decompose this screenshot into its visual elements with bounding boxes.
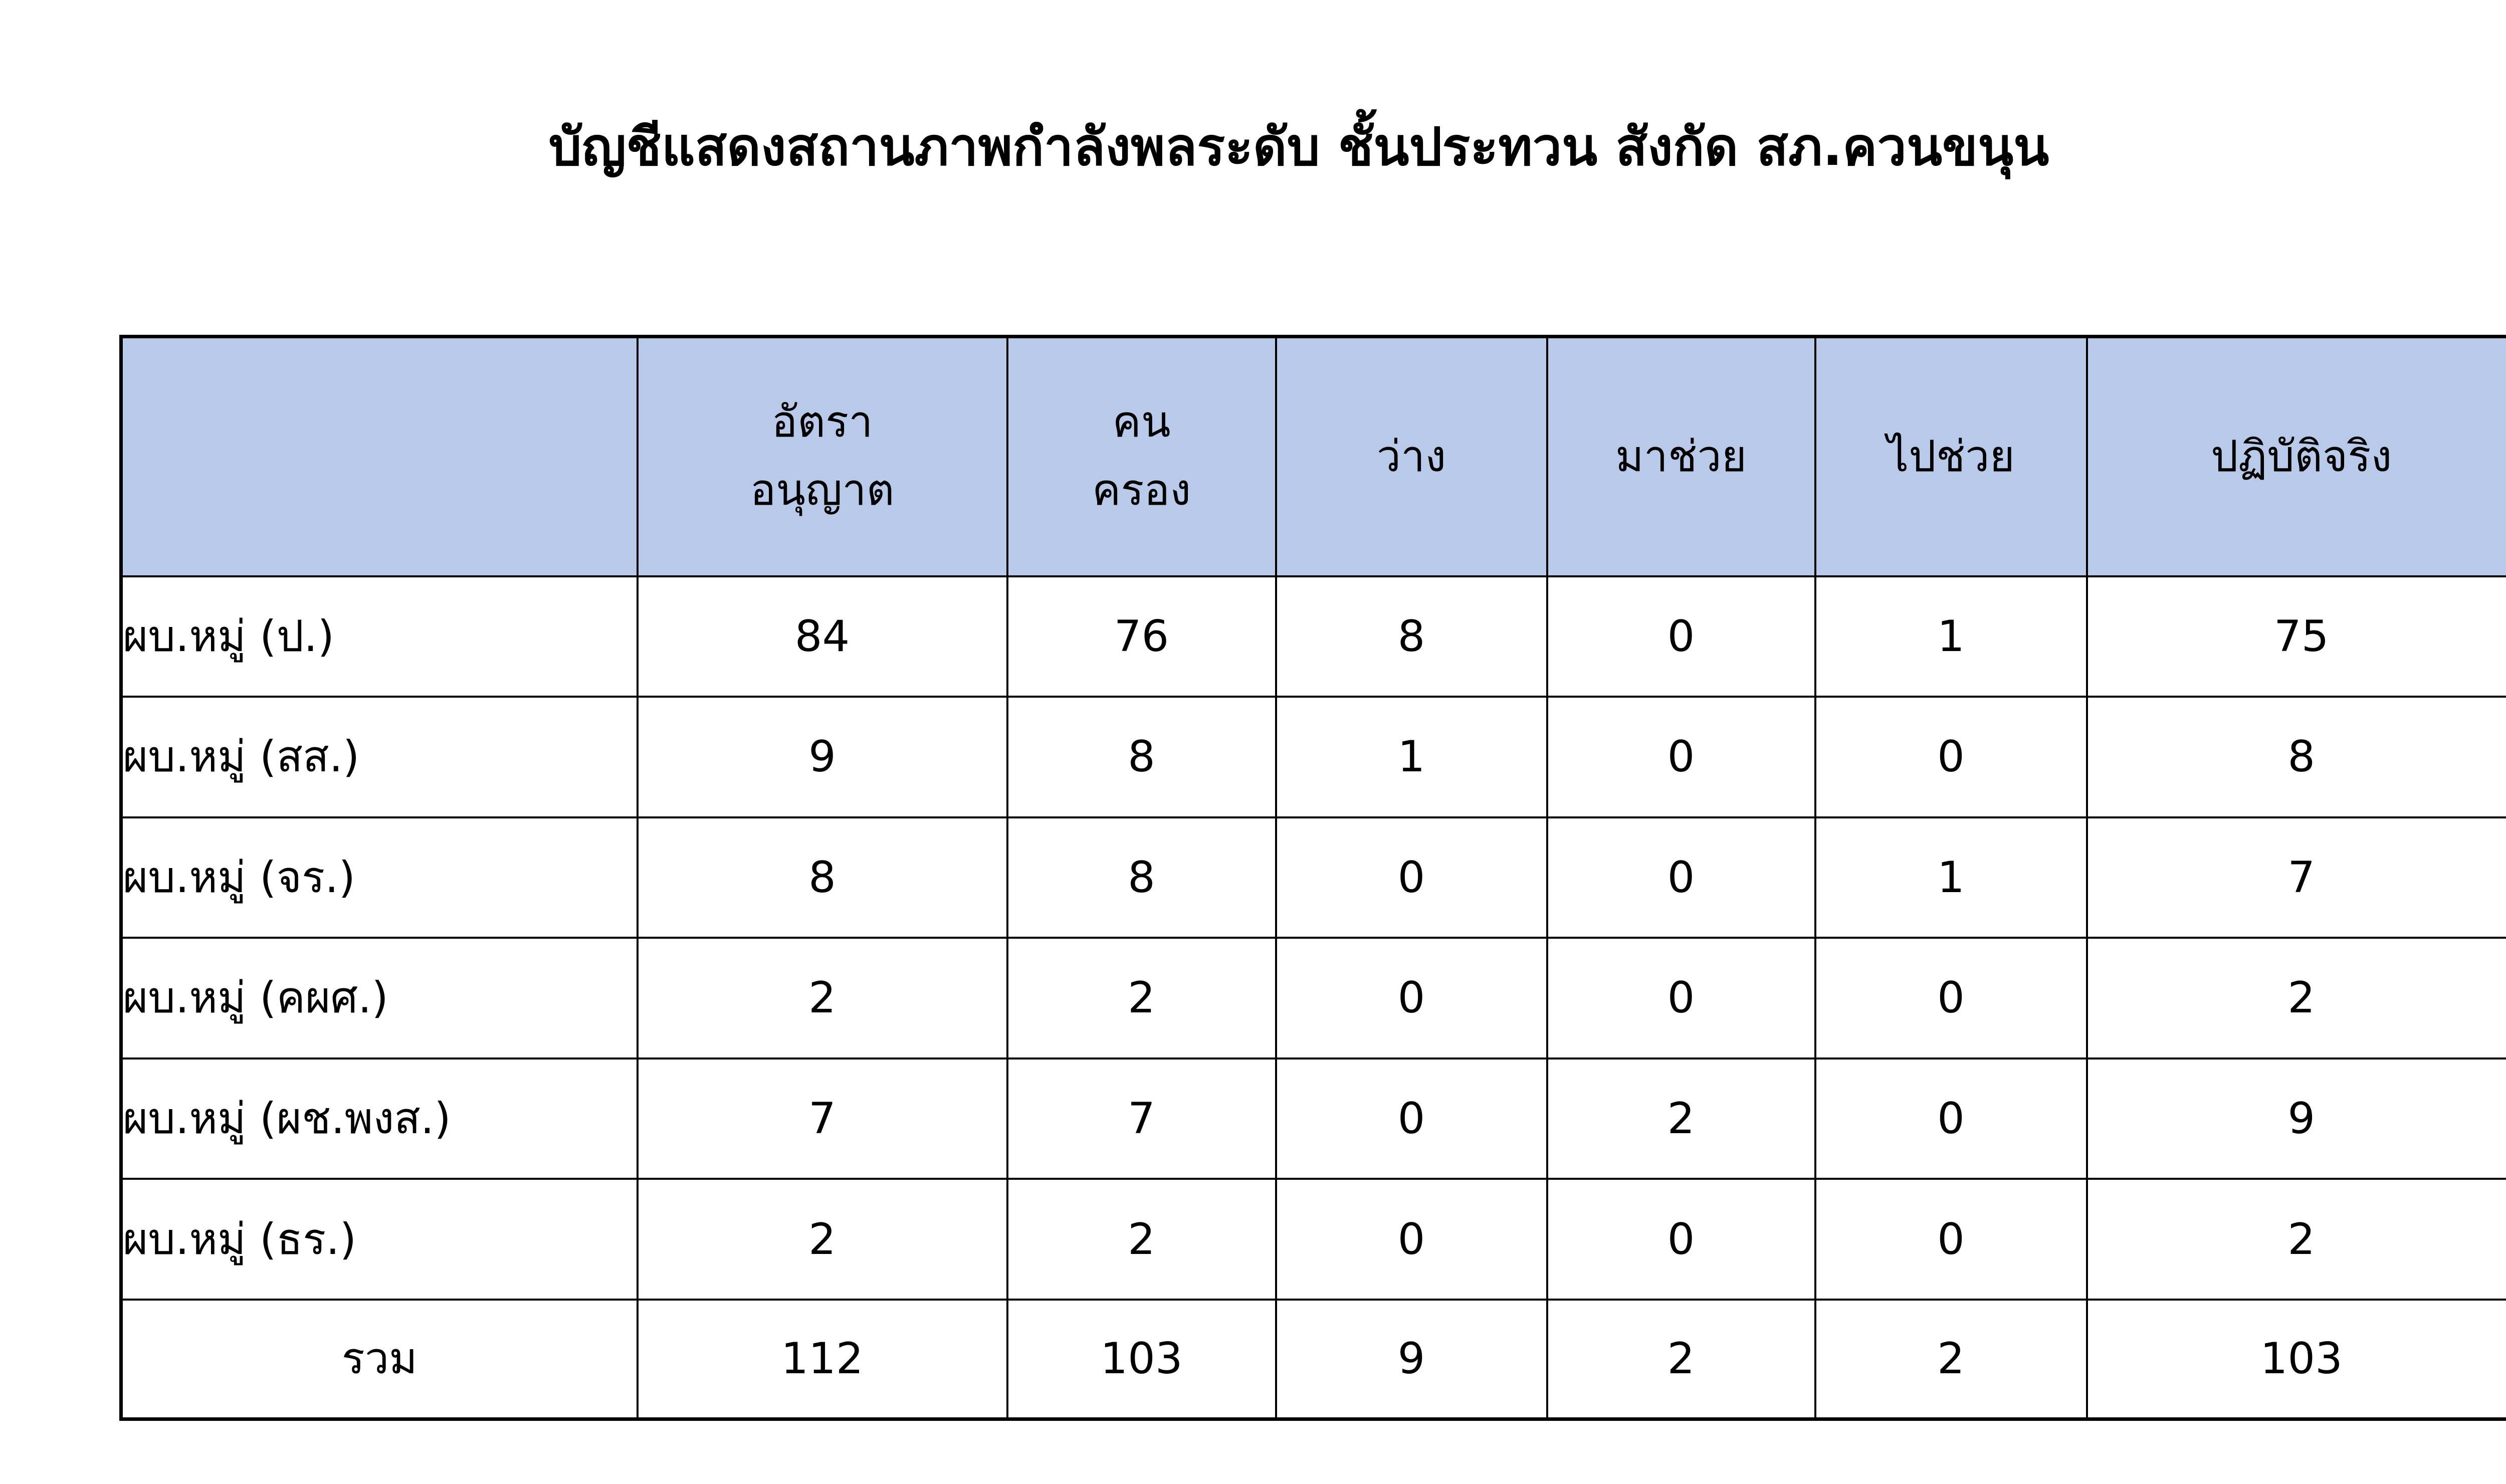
cell-vacant: 0: [1275, 1057, 1548, 1180]
table-header: อัตรา อนุญาต คน ครอง ว่าง มาช่วย ไปช่วย …: [120, 335, 2506, 577]
column-header-authorized-line2: อนุญาต: [750, 465, 895, 516]
column-header-vacant: ว่าง: [1275, 335, 1548, 577]
cell-outgoing-help: 0: [1814, 1178, 2088, 1301]
total-occupied: 103: [1006, 1298, 1277, 1420]
cell-actual-duty: 75: [2085, 575, 2506, 698]
cell-incoming-help: 0: [1546, 937, 1816, 1059]
cell-authorized: 9: [636, 696, 1008, 818]
total-incoming-help: 2: [1546, 1298, 1816, 1420]
cell-incoming-help: 2: [1546, 1057, 1816, 1180]
table-row: ผบ.หมู่ (คผศ.) 2 2 0 0 0 2: [120, 937, 2506, 1059]
table-row: ผบ.หมู่ (ป.) 84 76 8 0 1 75: [120, 575, 2506, 698]
column-header-authorized-line1: อัตรา: [771, 397, 873, 448]
cell-vacant: 8: [1275, 575, 1548, 698]
cell-authorized: 8: [636, 816, 1008, 939]
row-label: ผบ.หมู่ (ป.): [120, 575, 639, 698]
column-header-occupied-line2: ครอง: [1092, 465, 1191, 516]
table-header-row: อัตรา อนุญาต คน ครอง ว่าง มาช่วย ไปช่วย …: [120, 335, 2506, 577]
cell-actual-duty: 2: [2085, 1178, 2506, 1301]
row-label: ผบ.หมู่ (จร.): [120, 816, 639, 939]
cell-vacant: 0: [1275, 816, 1548, 939]
row-label: ผบ.หมู่ (ธร.): [120, 1178, 639, 1301]
column-header-outgoing-help: ไปช่วย: [1814, 335, 2088, 577]
table-row: ผบ.หมู่ (ผช.พงส.) 7 7 0 2 0 9: [120, 1057, 2506, 1180]
column-header-incoming-help: มาช่วย: [1546, 335, 1816, 577]
cell-outgoing-help: 0: [1814, 1057, 2088, 1180]
row-label: ผบ.หมู่ (ผช.พงส.): [120, 1057, 639, 1180]
table-row: ผบ.หมู่ (ธร.) 2 2 0 0 0 2: [120, 1178, 2506, 1301]
cell-incoming-help: 0: [1546, 816, 1816, 939]
cell-incoming-help: 0: [1546, 696, 1816, 818]
table-body: ผบ.หมู่ (ป.) 84 76 8 0 1 75 ผบ.หมู่ (สส.…: [120, 575, 2506, 1420]
cell-outgoing-help: 0: [1814, 937, 2088, 1059]
personnel-status-table: อัตรา อนุญาต คน ครอง ว่าง มาช่วย ไปช่วย …: [119, 335, 2506, 1421]
cell-actual-duty: 8: [2085, 696, 2506, 818]
cell-incoming-help: 0: [1546, 575, 1816, 698]
cell-occupied: 7: [1006, 1057, 1277, 1180]
total-authorized: 112: [636, 1298, 1008, 1420]
cell-authorized: 84: [636, 575, 1008, 698]
cell-occupied: 8: [1006, 816, 1277, 939]
cell-vacant: 0: [1275, 937, 1548, 1059]
cell-occupied: 8: [1006, 696, 1277, 818]
cell-occupied: 2: [1006, 1178, 1277, 1301]
column-header-occupied-line1: คน: [1112, 397, 1171, 448]
cell-occupied: 2: [1006, 937, 1277, 1059]
cell-incoming-help: 0: [1546, 1178, 1816, 1301]
total-vacant: 9: [1275, 1298, 1548, 1420]
personnel-status-table-wrapper: อัตรา อนุญาต คน ครอง ว่าง มาช่วย ไปช่วย …: [119, 335, 2506, 1421]
cell-outgoing-help: 1: [1814, 816, 2088, 939]
table-total-row: รวม 112 103 9 2 2 103: [120, 1298, 2506, 1420]
cell-outgoing-help: 1: [1814, 575, 2088, 698]
row-label: ผบ.หมู่ (คผศ.): [120, 937, 639, 1059]
column-header-occupied: คน ครอง: [1006, 335, 1277, 577]
cell-actual-duty: 9: [2085, 1057, 2506, 1180]
cell-authorized: 2: [636, 1178, 1008, 1301]
column-header-actual-duty: ปฏิบัติจริง: [2085, 335, 2506, 577]
cell-authorized: 7: [636, 1057, 1008, 1180]
row-label: ผบ.หมู่ (สส.): [120, 696, 639, 818]
column-header-position: [120, 335, 639, 577]
page-title: บัญชีแสดงสถานภาพกำลังพลระดับ ชั้นประทวน …: [548, 116, 2049, 177]
cell-actual-duty: 7: [2085, 816, 2506, 939]
cell-vacant: 1: [1275, 696, 1548, 818]
total-label: รวม: [120, 1298, 639, 1420]
column-header-authorized: อัตรา อนุญาต: [636, 335, 1008, 577]
total-outgoing-help: 2: [1814, 1298, 2088, 1420]
cell-vacant: 0: [1275, 1178, 1548, 1301]
table-row: ผบ.หมู่ (จร.) 8 8 0 0 1 7: [120, 816, 2506, 939]
cell-occupied: 76: [1006, 575, 1277, 698]
cell-actual-duty: 2: [2085, 937, 2506, 1059]
cell-outgoing-help: 0: [1814, 696, 2088, 818]
total-actual-duty: 103: [2085, 1298, 2506, 1420]
cell-authorized: 2: [636, 937, 1008, 1059]
table-row: ผบ.หมู่ (สส.) 9 8 1 0 0 8: [120, 696, 2506, 818]
